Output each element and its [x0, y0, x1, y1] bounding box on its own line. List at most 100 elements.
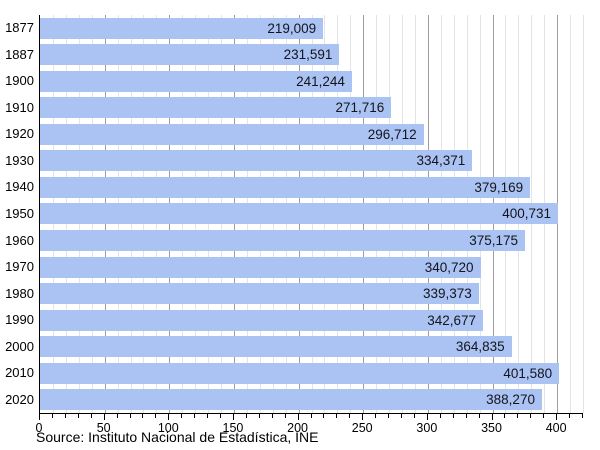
x-tick-minor — [258, 414, 260, 418]
bar-value-label: 364,835 — [455, 339, 505, 355]
bar-row-1920: 296,712 — [40, 121, 583, 148]
bar-1980: 339,373 — [40, 283, 479, 305]
bar-row-2000: 364,835 — [40, 333, 583, 360]
bar-value-label: 401,580 — [503, 365, 553, 381]
x-axis: 0 50 100 150 200 250 300 350 400 — [35, 414, 583, 440]
bar-row-1910: 271,716 — [40, 95, 583, 122]
x-tick-minor — [142, 414, 144, 418]
bar-2020: 388,270 — [40, 389, 542, 411]
x-tick-label-150: 150 — [222, 421, 244, 435]
x-tick-minor — [439, 414, 441, 418]
bar-value-label: 219,009 — [267, 20, 317, 36]
bar-row-2020: 388,270 — [40, 386, 583, 413]
bar-1877: 219,009 — [40, 17, 324, 39]
bar-1920: 296,712 — [40, 123, 424, 145]
x-tick-minor — [77, 414, 79, 418]
x-tick-major — [232, 414, 234, 420]
x-tick-label-100: 100 — [157, 421, 179, 435]
x-tick-minor — [129, 414, 131, 418]
x-tick-minor — [271, 414, 273, 418]
x-tick-minor — [194, 414, 196, 418]
x-tick-minor — [207, 414, 209, 418]
year-label-1887: 1887 — [5, 46, 34, 62]
x-tick-minor — [310, 414, 312, 418]
year-label-1950: 1950 — [5, 206, 34, 221]
bar-1887: 231,591 — [40, 44, 340, 66]
x-tick-minor — [51, 414, 53, 418]
year-label-2000: 2000 — [5, 338, 34, 354]
bar-value-label: 388,270 — [486, 392, 535, 408]
x-tick-minor — [181, 414, 183, 418]
x-tick-label-200: 200 — [287, 421, 308, 435]
year-label-1930: 1930 — [5, 152, 34, 168]
bar-value-label: 334,371 — [416, 153, 466, 169]
bar-row-1980: 339,373 — [40, 280, 583, 307]
x-tick-major — [297, 414, 299, 420]
x-tick-label-50: 50 — [96, 421, 111, 435]
bar-value-label: 342,677 — [427, 312, 477, 328]
bar-1970: 340,720 — [40, 256, 481, 278]
x-tick-minor — [155, 414, 157, 418]
x-tick-major — [491, 414, 493, 420]
x-tick-minor — [517, 414, 519, 418]
plot-area: 219,009 231,591 241,244 271,716 296,712 334,3… — [39, 15, 584, 414]
x-tick-minor — [582, 414, 583, 418]
bar-1960: 375,175 — [40, 230, 526, 252]
x-tick-label-350: 350 — [481, 421, 502, 435]
bar-1940: 379,169 — [40, 176, 531, 198]
bar-value-label: 375,175 — [469, 233, 519, 249]
x-tick-minor — [349, 414, 351, 418]
x-tick-label-0: 0 — [35, 421, 43, 435]
bar-row-1930: 334,371 — [40, 148, 583, 175]
bar-row-1950: 400,731 — [40, 201, 583, 228]
x-tick-major — [362, 414, 364, 420]
bar-value-label: 379,169 — [474, 179, 524, 195]
gridline-minor — [570, 15, 572, 413]
bar-1990: 342,677 — [40, 309, 484, 331]
x-tick-minor — [452, 414, 454, 418]
x-tick-label-400: 400 — [545, 421, 567, 435]
year-label-1990: 1990 — [5, 312, 34, 328]
bar-value-label: 296,712 — [367, 126, 417, 142]
year-label-1970: 1970 — [5, 259, 34, 275]
x-tick-minor — [465, 414, 467, 418]
bar-1930: 334,371 — [40, 150, 473, 172]
x-tick-label-250: 250 — [351, 421, 373, 435]
x-tick-minor — [504, 414, 506, 418]
year-label-2010: 2010 — [5, 365, 34, 381]
bar-row-1940: 379,169 — [40, 174, 583, 201]
year-label-1920: 1920 — [5, 126, 34, 142]
x-tick-major — [426, 414, 428, 420]
x-tick-minor — [530, 414, 532, 418]
x-tick-minor — [323, 414, 325, 418]
x-tick-major — [103, 414, 105, 420]
bar-row-1960: 375,175 — [40, 227, 583, 254]
x-tick-minor — [90, 414, 92, 418]
bar-value-label: 339,373 — [422, 286, 472, 302]
x-tick-minor — [245, 414, 247, 418]
bar-value-label: 241,244 — [296, 73, 345, 89]
year-label-1910: 1910 — [5, 99, 34, 115]
bar-row-1990: 342,677 — [40, 307, 583, 334]
year-label-2020: 2020 — [5, 391, 34, 407]
source-caption: Source: Instituto Nacional de Estadístic… — [36, 429, 319, 445]
x-tick-label-300: 300 — [416, 421, 438, 435]
bar-1900: 241,244 — [40, 70, 352, 92]
x-tick-minor — [388, 414, 390, 418]
bar-value-label: 340,720 — [424, 259, 474, 275]
x-tick-major — [556, 414, 558, 420]
x-tick-minor — [375, 414, 377, 418]
bar-row-1887: 231,591 — [40, 42, 583, 69]
bar-2000: 364,835 — [40, 336, 512, 358]
x-tick-major — [39, 414, 40, 420]
x-tick-major — [168, 414, 170, 420]
bar-row-1900: 241,244 — [40, 68, 583, 95]
x-tick-minor — [569, 414, 571, 418]
year-label-1877: 1877 — [5, 20, 34, 36]
x-tick-minor — [64, 414, 66, 418]
bar-1910: 271,716 — [40, 97, 392, 119]
x-tick-minor — [478, 414, 480, 418]
bar-1950: 400,731 — [40, 203, 559, 225]
bar-2010: 401,580 — [40, 362, 560, 384]
year-label-1980: 1980 — [5, 285, 34, 301]
